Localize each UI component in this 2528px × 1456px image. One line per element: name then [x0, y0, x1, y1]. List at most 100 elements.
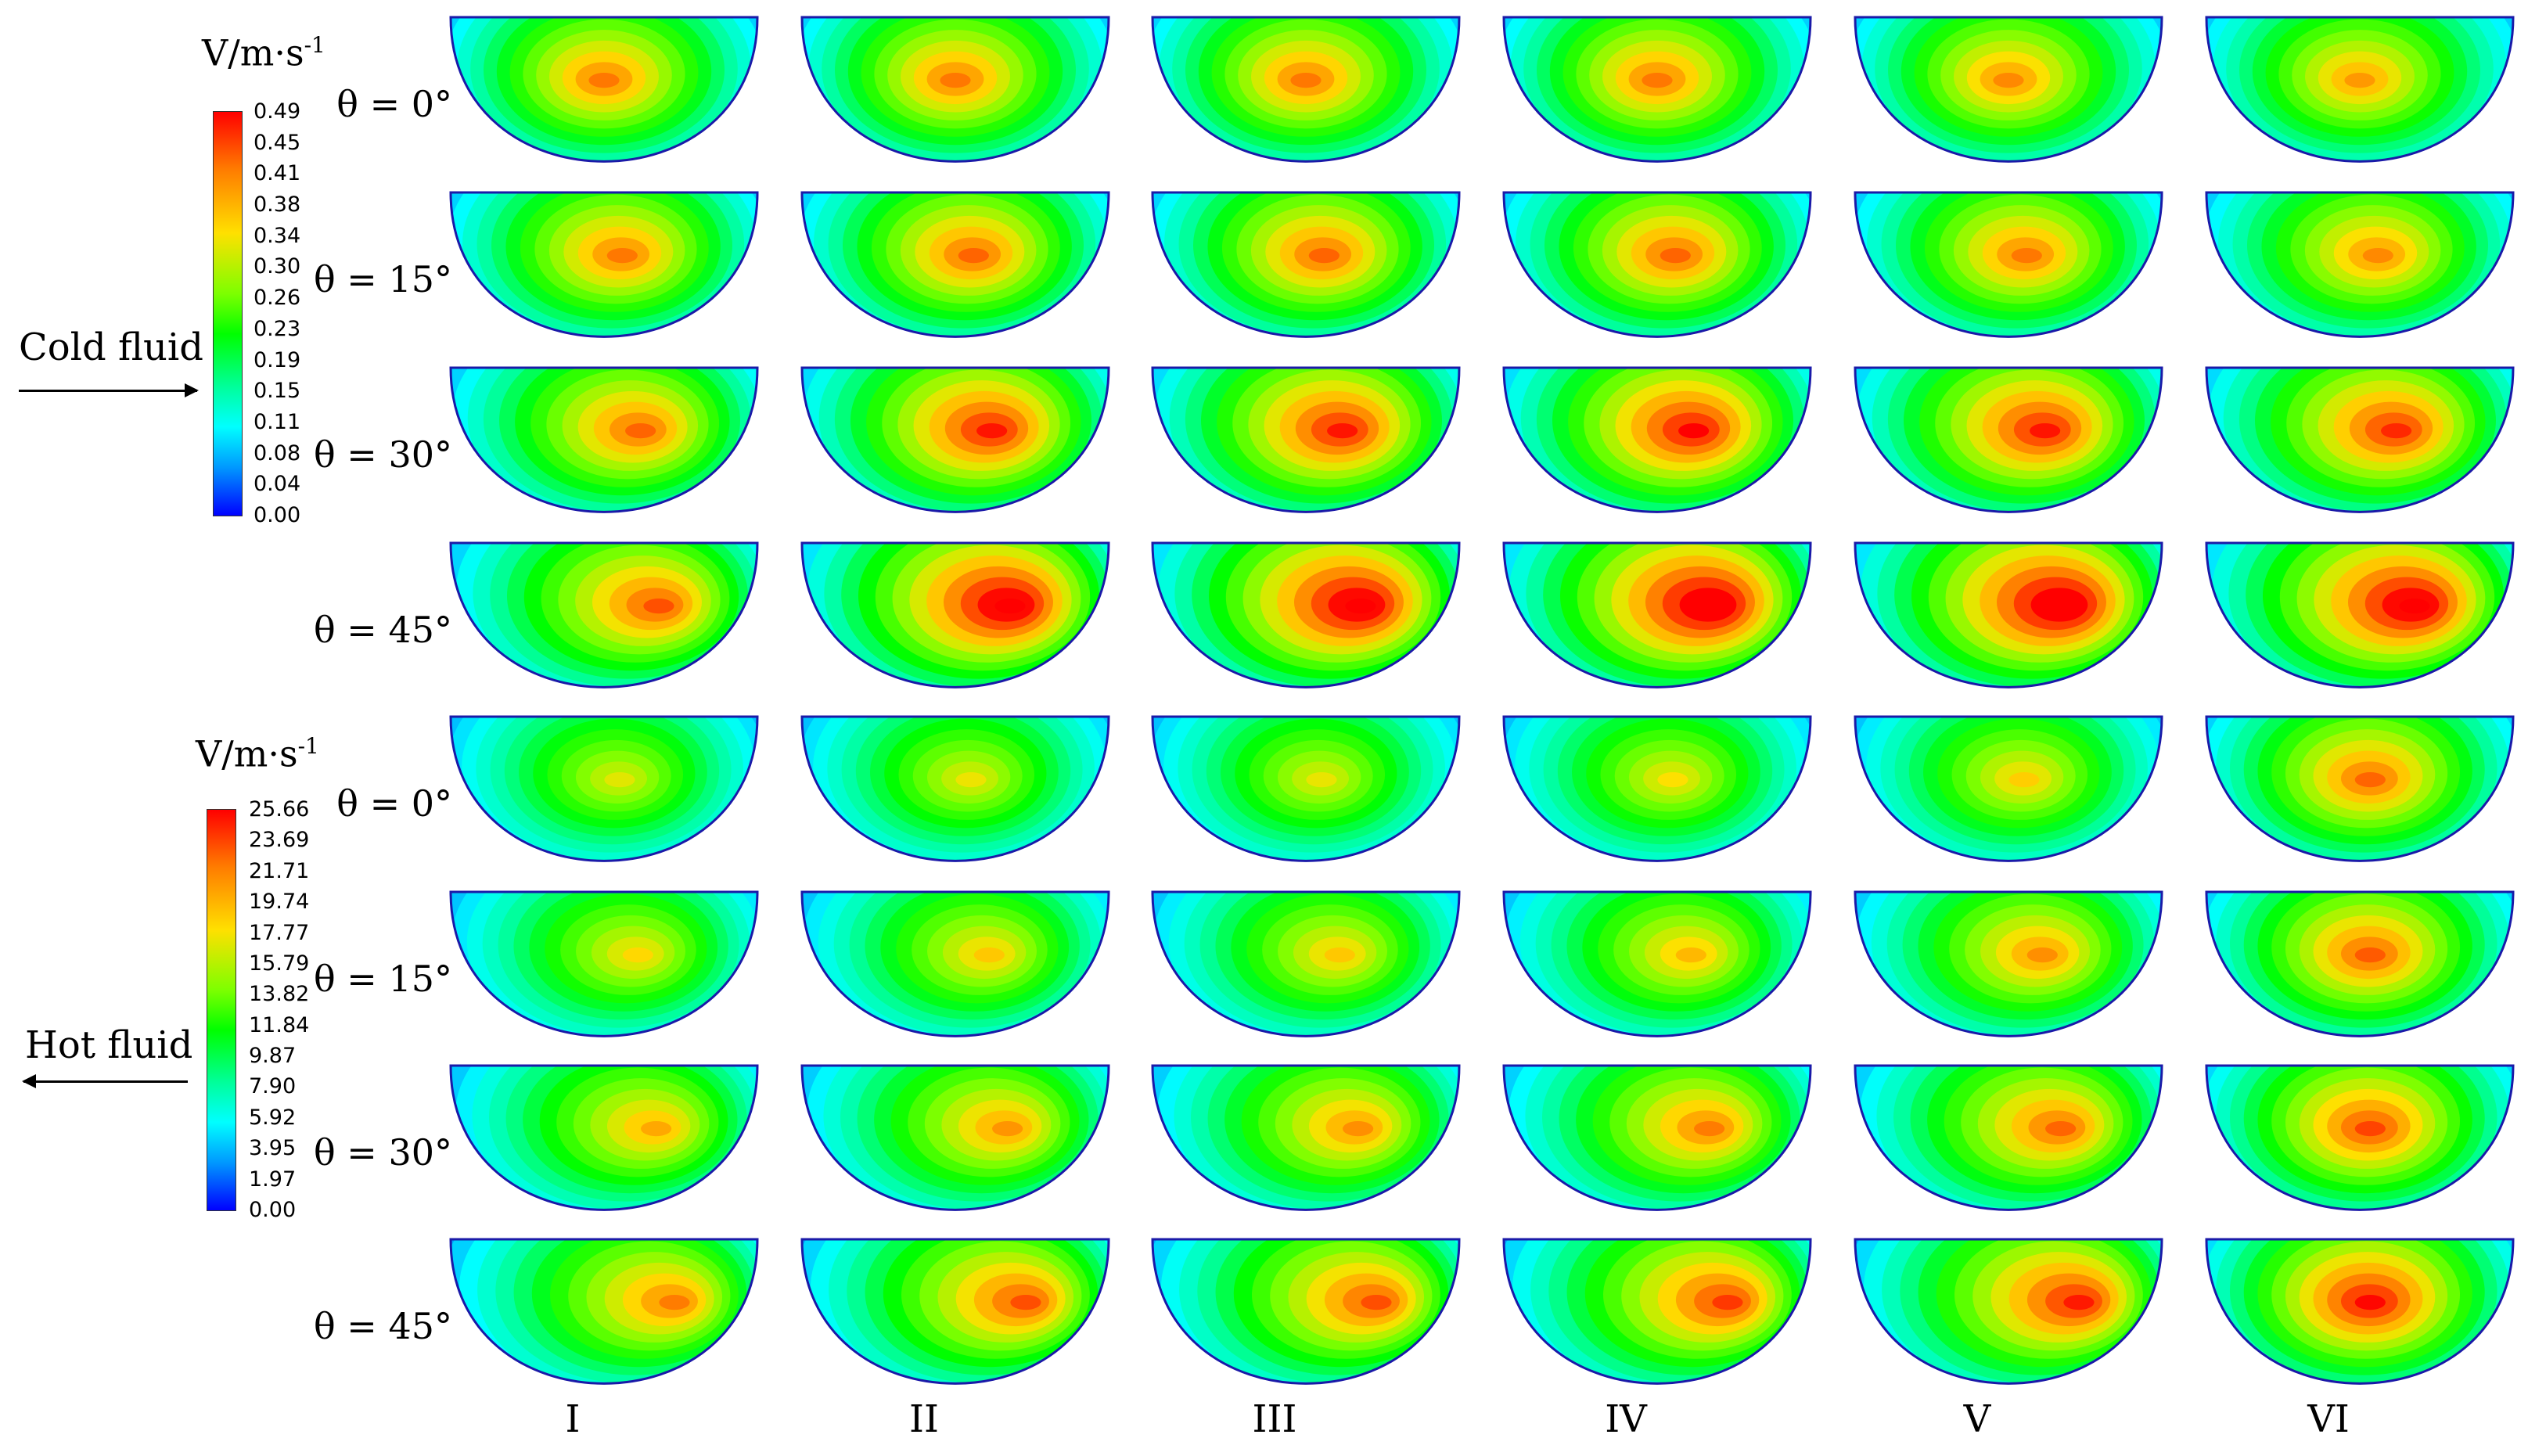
contour-band — [2381, 423, 2412, 439]
colorbar-tick-label: 0.11 — [254, 409, 301, 434]
contour-band — [1324, 947, 1355, 963]
contour-band — [2344, 73, 2375, 88]
contour-outline — [1854, 1238, 2163, 1385]
column-label: II — [909, 1397, 939, 1441]
contour-outline — [800, 715, 1110, 862]
contour-outline — [1854, 715, 2163, 862]
contour-band — [2026, 947, 2058, 963]
contour-outline — [1151, 366, 1461, 513]
colorbar-tick-label: 17.77 — [249, 920, 310, 945]
contour-outline — [449, 1064, 759, 1211]
contour-outline — [1151, 715, 1461, 862]
contour-outline — [1854, 366, 2163, 513]
angle-label: θ = 30° — [313, 433, 452, 476]
contour-outline — [800, 1064, 1110, 1211]
contour-band — [1327, 423, 1358, 439]
contour-outline — [1151, 1064, 1461, 1211]
colorbar-tick-label: 0.04 — [254, 472, 301, 497]
cold-velocity-contour — [1504, 17, 1811, 162]
contour-band — [992, 1121, 1023, 1137]
contour-outline — [1854, 191, 2163, 338]
contour-outline — [2205, 541, 2515, 688]
colorbar-tick-label: 11.84 — [249, 1012, 310, 1037]
contour-band — [2008, 772, 2040, 788]
hot-unit-label: V/m·s-1 — [196, 732, 319, 775]
cold-flow-arrow-icon — [19, 383, 199, 397]
contour-band — [994, 599, 1026, 614]
contour-outline — [449, 191, 759, 338]
contour-band — [2045, 1121, 2077, 1137]
colorbar-tick-label: 0.08 — [254, 440, 301, 466]
contour-outline — [800, 16, 1110, 163]
angle-label: θ = 15° — [313, 958, 452, 1000]
contour-band — [2048, 599, 2079, 614]
contour-band — [1675, 947, 1706, 963]
colorbar-tick-label: 25.66 — [249, 797, 310, 821]
contour-outline — [2205, 16, 2515, 163]
contour-outline — [449, 890, 759, 1037]
colorbar-tick-label: 15.79 — [249, 951, 310, 976]
contour-outline — [1502, 541, 1812, 688]
contour-outline — [2205, 1238, 2515, 1385]
column-label: I — [565, 1397, 581, 1441]
contour-outline — [449, 366, 759, 513]
angle-label: θ = 45° — [313, 1305, 452, 1347]
contour-band — [1712, 1295, 1743, 1310]
colorbar-tick-label: 19.74 — [249, 890, 310, 915]
contour-outline — [449, 16, 759, 163]
colorbar-tick-label: 0.38 — [254, 192, 301, 218]
contour-outline — [1151, 890, 1461, 1037]
contour-band — [1343, 1121, 1374, 1137]
angle-label: θ = 45° — [313, 609, 452, 651]
contour-outline — [449, 541, 759, 688]
cold-velocity-contour — [1855, 17, 2162, 162]
contour-outline — [1854, 541, 2163, 688]
column-label: VI — [2307, 1397, 2350, 1441]
hot-velocity-contour — [1504, 1066, 1811, 1210]
contour-band — [1345, 599, 1376, 614]
contour-outline — [1854, 1064, 2163, 1211]
hot-colorbar — [207, 809, 236, 1211]
contour-band — [606, 248, 638, 264]
colorbar-tick-label: 0.26 — [254, 286, 301, 311]
colorbar-tick-label: 21.71 — [249, 858, 310, 883]
colorbar-tick-label: 9.87 — [249, 1044, 297, 1069]
contour-outline — [2205, 1064, 2515, 1211]
contour-band — [622, 947, 653, 963]
contour-outline — [800, 1238, 1110, 1385]
hot-velocity-contour — [451, 1066, 757, 1210]
angle-label: θ = 0° — [336, 782, 452, 825]
cold-unit-label: V/m·s-1 — [202, 31, 325, 74]
cold-colorbar — [213, 111, 243, 516]
hot-velocity-contour — [1153, 1239, 1459, 1384]
contour-outline — [449, 715, 759, 862]
hot-flow-arrow-icon — [22, 1074, 188, 1088]
contour-band — [976, 423, 1008, 439]
colorbar-tick-label: 0.34 — [254, 223, 301, 248]
colorbar-tick-label: 0.19 — [254, 347, 301, 372]
contour-band — [2063, 1295, 2095, 1310]
contour-outline — [1502, 1064, 1812, 1211]
contour-band — [2354, 1295, 2386, 1310]
contour-outline — [1151, 16, 1461, 163]
colorbar-tick-label: 0.41 — [254, 161, 301, 186]
contour-outline — [800, 366, 1110, 513]
contour-band — [1010, 1295, 1041, 1310]
contour-band — [1696, 599, 1728, 614]
contour-outline — [2205, 191, 2515, 338]
contour-band — [659, 1295, 690, 1310]
contour-band — [1361, 1295, 1392, 1310]
column-label: III — [1252, 1397, 1297, 1441]
contour-band — [2399, 599, 2430, 614]
contour-band — [2354, 947, 2386, 963]
cold-velocity-contour — [2206, 17, 2513, 162]
contour-band — [604, 772, 635, 788]
cold-velocity-contour — [451, 17, 757, 162]
colorbar-tick-label: 0.49 — [254, 99, 301, 124]
contour-outline — [1854, 890, 2163, 1037]
column-label: V — [1963, 1397, 1991, 1441]
contour-outline — [2205, 890, 2515, 1037]
hot-fluid-label: Hot fluid — [25, 1023, 193, 1067]
contour-outline — [1502, 890, 1812, 1037]
hot-velocity-contour — [1153, 717, 1459, 861]
